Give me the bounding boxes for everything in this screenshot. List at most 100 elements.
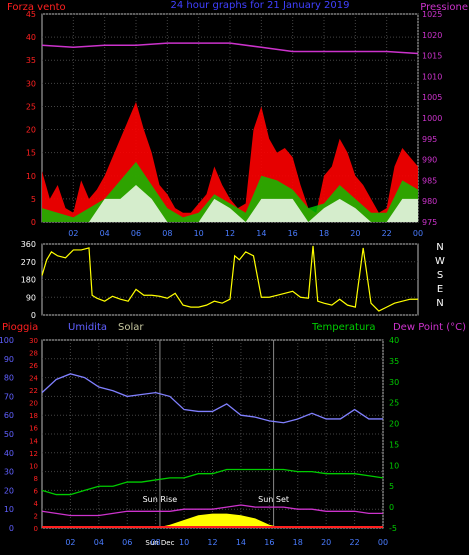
pioggia-tick-label: 20 [4,486,14,495]
direction-label: S [437,270,443,281]
right-tick-label: 990 [422,156,437,165]
right-tick-label: 975 [422,218,437,227]
direction-label: N [436,242,443,253]
series-area [42,185,418,222]
right-tick-label: 985 [422,176,437,185]
x-tick-label: 22 [382,229,392,238]
x-tick-label: 02 [68,229,78,238]
x-tick-label: 08 [162,229,172,238]
inner-tick-label: 2 [34,512,38,520]
left-tick-label: 180 [21,276,36,285]
x-tick-label: 22 [349,538,359,547]
inner-tick-label: 14 [29,437,38,445]
right-tick-label: 1005 [422,93,442,102]
left-tick-label: 5 [31,195,36,204]
x-tick-label: 16 [264,538,274,547]
left-tick-label: 15 [26,149,36,158]
x-tick-label: 18 [319,229,329,238]
sunset-label: Sun Set [258,495,289,504]
left-tick-label: 35 [26,56,36,65]
x-tick-label: 06 [122,538,132,547]
left-tick-label: 45 [26,10,36,19]
pioggia-tick-label: 40 [4,449,14,458]
x-tick-label: 10 [194,229,204,238]
pioggia-tick-label: 90 [4,355,14,364]
x-tick-label: 18 [293,538,303,547]
x-tick-label: 14 [236,538,246,547]
axis-label-right: Pressione [420,2,468,13]
direction-label: W [435,256,445,267]
inner-tick-label: 18 [29,412,38,420]
x-tick-label: 04 [94,538,104,547]
left-tick-label: 30 [26,79,36,88]
direction-label: E [437,284,443,295]
right-tick-label: 0 [389,503,394,512]
pioggia-tick-label: 0 [9,524,14,533]
pioggia-tick-label: 30 [4,468,14,477]
x-tick-label: 06 [131,229,141,238]
inner-tick-label: 24 [29,375,38,383]
inner-tick-label: 22 [29,387,38,395]
series-line [41,468,384,496]
x-tick-label: 02 [65,538,75,547]
inner-tick-label: 8 [34,475,38,483]
right-tick-label: 1020 [422,31,442,40]
x-tick-label: 04 [100,229,110,238]
right-tick-label: -5 [389,524,397,533]
inner-tick-label: 10 [29,462,38,470]
x-tick-label: 12 [207,538,217,547]
x-tick-label: 16 [288,229,298,238]
x-tick-label: 12 [225,229,235,238]
right-tick-label: 10 [389,461,399,470]
inner-tick-label: 16 [29,425,38,433]
pioggia-tick-label: 50 [4,430,14,439]
left-tick-label: 20 [26,126,36,135]
left-tick-label: 40 [26,33,36,42]
x-tick-label: 20 [350,229,360,238]
right-tick-label: 20 [389,420,399,429]
right-tick-label: 980 [422,197,437,206]
x-tick-label: 00 [413,229,423,238]
left-tick-label: 360 [21,240,36,249]
left-tick-label: 10 [26,172,36,181]
inner-tick-label: 30 [29,337,38,345]
inner-tick-label: 26 [29,362,38,370]
right-tick-label: 1000 [422,114,442,123]
left-tick-label: 25 [26,102,36,111]
left-tick-label: 90 [26,293,36,302]
left-tick-label: 270 [21,258,36,267]
right-tick-label: 40 [389,336,399,345]
x-tick-label: 08 [151,538,161,547]
panel-2-frame [41,243,419,316]
right-tick-label: 35 [389,357,399,366]
inner-tick-label: 20 [29,400,38,408]
right-tick-label: 1010 [422,72,442,81]
right-tick-label: 1025 [422,10,442,19]
axis-label-left: Forza vento [7,2,66,13]
direction-label: N [436,298,443,309]
label-solar: Solar [118,322,144,333]
label-pioggia: Pioggia [2,322,38,333]
left-tick-label: 0 [31,218,36,227]
inner-tick-label: 4 [34,500,39,508]
right-tick-label: 1015 [422,52,442,61]
label-dewpoint: Dew Point (°C) [393,322,466,333]
x-tick-label: 10 [179,538,189,547]
label-temperatura: Temperatura [311,322,376,333]
inner-tick-label: 6 [34,487,39,495]
right-tick-label: 15 [389,440,399,449]
x-tick-label: 20 [321,538,331,547]
chart-title: 24 hour graphs for 21 January 2019 [170,0,349,11]
right-tick-label: 25 [389,399,399,408]
sunrise-label: Sun Rise [143,495,178,504]
inner-tick-label: 28 [29,350,38,358]
pioggia-tick-label: 10 [4,505,14,514]
x-tick-label: 14 [256,229,266,238]
inner-tick-label: 0 [34,525,38,533]
pioggia-tick-label: 80 [4,374,14,383]
x-tick-label: 00 [378,538,388,547]
pioggia-tick-label: 70 [4,392,14,401]
sun-dec-label: Sun Dec [145,539,174,547]
label-umidita: Umidita [68,322,107,333]
